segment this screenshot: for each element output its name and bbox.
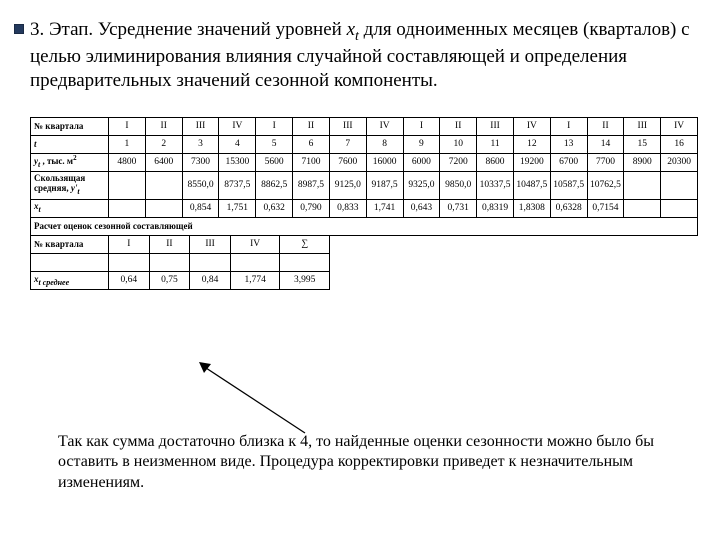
row-calc-label: Расчет оценок сезонной составляющей	[31, 217, 698, 235]
heading-prefix: 3. Этап. Усреднение значений уровней	[30, 19, 347, 40]
main-data-table: № квартала I II III IV I II III IV I II …	[30, 117, 698, 236]
row-t: t 1 2 3 4 5 6 7 8 9 10 11 12 13 14 15 16	[31, 135, 698, 153]
bullet-icon	[14, 24, 24, 34]
conclusion-text: Так как сумма достаточно близка к 4, то …	[58, 432, 680, 493]
heading-var: x	[347, 19, 355, 40]
small-row-empty	[31, 253, 330, 271]
row-quarter: № квартала I II III IV I II III IV I II …	[31, 117, 698, 135]
pointer-arrow-icon	[195, 358, 315, 438]
small-xavg-label: xt среднее	[31, 271, 109, 289]
row-y-label: yt , тыс. м2	[31, 153, 109, 171]
small-row-xavg: xt среднее 0,64 0,75 0,84 1,774 3,995	[31, 271, 330, 289]
row-quarter-label: № квартала	[31, 117, 109, 135]
row-x: xt 0,854 1,751 0,632 0,790 0,833 1,741 0…	[31, 199, 698, 217]
small-row-q: № квартала I II III IV ∑	[31, 235, 330, 253]
seasonal-summary-table: № квартала I II III IV ∑ xt среднее 0,64…	[30, 235, 330, 290]
row-calc-header: Расчет оценок сезонной составляющей	[31, 217, 698, 235]
row-ma-label: Скользящая средняя, y't	[31, 171, 109, 199]
row-x-label: xt	[31, 199, 109, 217]
row-y: yt , тыс. м2 4800 6400 7300 15300 5600 7…	[31, 153, 698, 171]
row-moving-avg: Скользящая средняя, y't 8550,0 8737,5 88…	[31, 171, 698, 199]
small-q-label: № квартала	[31, 235, 109, 253]
row-t-label: t	[31, 135, 109, 153]
slide-heading: 3. Этап. Усреднение значений уровней xt …	[30, 18, 698, 93]
